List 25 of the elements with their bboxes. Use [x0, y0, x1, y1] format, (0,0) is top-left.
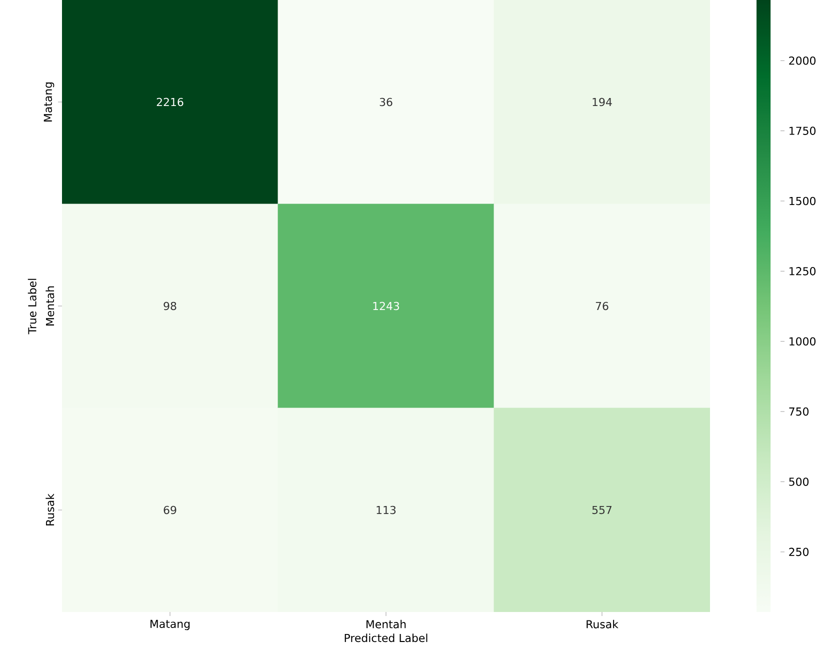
data-label: 2216: [156, 98, 184, 106]
color-bar-label: 1750: [790, 126, 816, 135]
color-bar-label: 1000: [790, 337, 816, 346]
x-axis-title: Predicted Label: [344, 634, 428, 642]
x-tick-label: Mentah: [366, 620, 406, 628]
data-label: 1243: [373, 302, 400, 310]
y-tick-label: Rusak: [46, 494, 54, 526]
color-bar-label: 2000: [789, 56, 816, 65]
data-label: 36: [380, 98, 392, 106]
x-tick-label: Matang: [150, 620, 190, 630]
data-label: 194: [592, 98, 612, 106]
y-tick-label: Mentah: [46, 286, 54, 326]
color-bar-label: 250: [789, 548, 809, 556]
data-label: 76: [596, 302, 608, 310]
color-bar-label: 1250: [790, 267, 816, 276]
color-bar-label: 500: [789, 478, 809, 486]
data-label: 113: [376, 506, 396, 514]
color-bar-label: 750: [789, 407, 809, 416]
data-label: 98: [164, 302, 176, 310]
y-axis-title: True Label: [28, 278, 36, 334]
x-tick-label: Rusak: [586, 620, 618, 628]
data-label: 557: [592, 506, 612, 514]
data-label: 69: [164, 506, 176, 514]
y-tick-label: Matang: [44, 82, 54, 122]
color-bar-label: 1500: [790, 196, 816, 206]
